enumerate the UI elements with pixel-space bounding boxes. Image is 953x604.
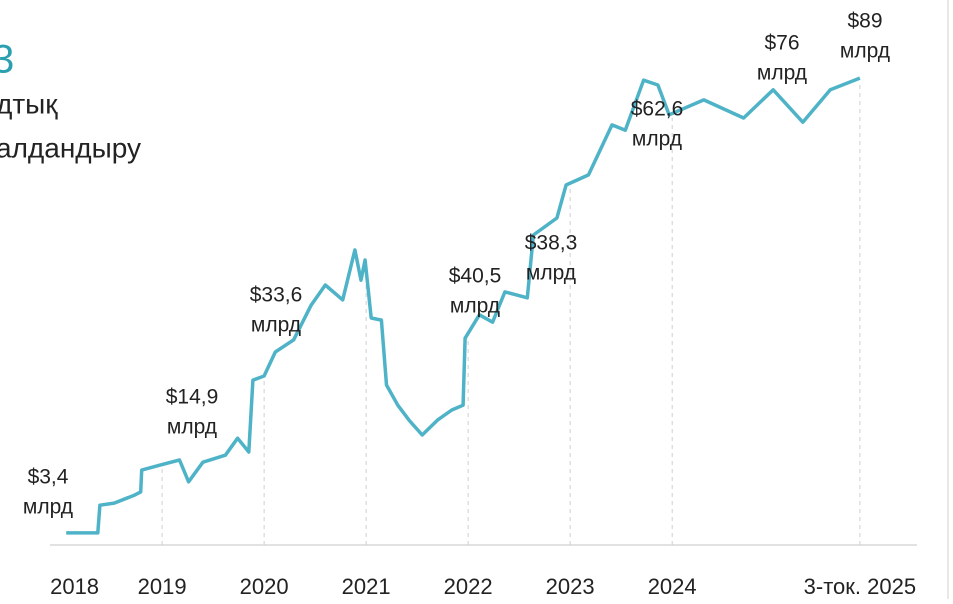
annotation: $40,5 <box>449 265 502 288</box>
annotation: млрд <box>757 62 807 85</box>
x-tick-label: 2019 <box>138 574 187 599</box>
annotation: млрд <box>167 416 217 439</box>
annotation: млрд <box>450 295 500 318</box>
title-line: 3 <box>0 38 14 82</box>
x-tick-label: 2024 <box>648 574 697 599</box>
x-tick-label: 2021 <box>342 574 391 599</box>
title-line: алдандыру <box>0 132 141 163</box>
x-tick-label: 2023 <box>546 574 595 599</box>
annotation: $14,9 <box>166 386 219 409</box>
annotation: $33,6 <box>250 284 303 307</box>
annotation: $62,6 <box>631 98 684 121</box>
annotation: млрд <box>23 496 73 519</box>
annotation: млрд <box>632 128 682 151</box>
x-tick-label: 2022 <box>444 574 493 599</box>
annotation: $3,4 <box>28 466 69 489</box>
annotation: $89 <box>847 10 882 33</box>
x-tick-label: 2018 <box>50 574 99 599</box>
line <box>66 76 861 535</box>
x-tick-label: 3-ток. 2025 <box>804 574 916 599</box>
annotation: млрд <box>251 314 301 337</box>
title-line: дтық <box>0 88 58 119</box>
annotation: млрд <box>840 40 890 63</box>
annotation: млрд <box>526 262 576 285</box>
annotation: $76 <box>764 32 799 55</box>
x-tick-label: 2020 <box>240 574 289 599</box>
annotation: $38,3 <box>525 232 578 255</box>
